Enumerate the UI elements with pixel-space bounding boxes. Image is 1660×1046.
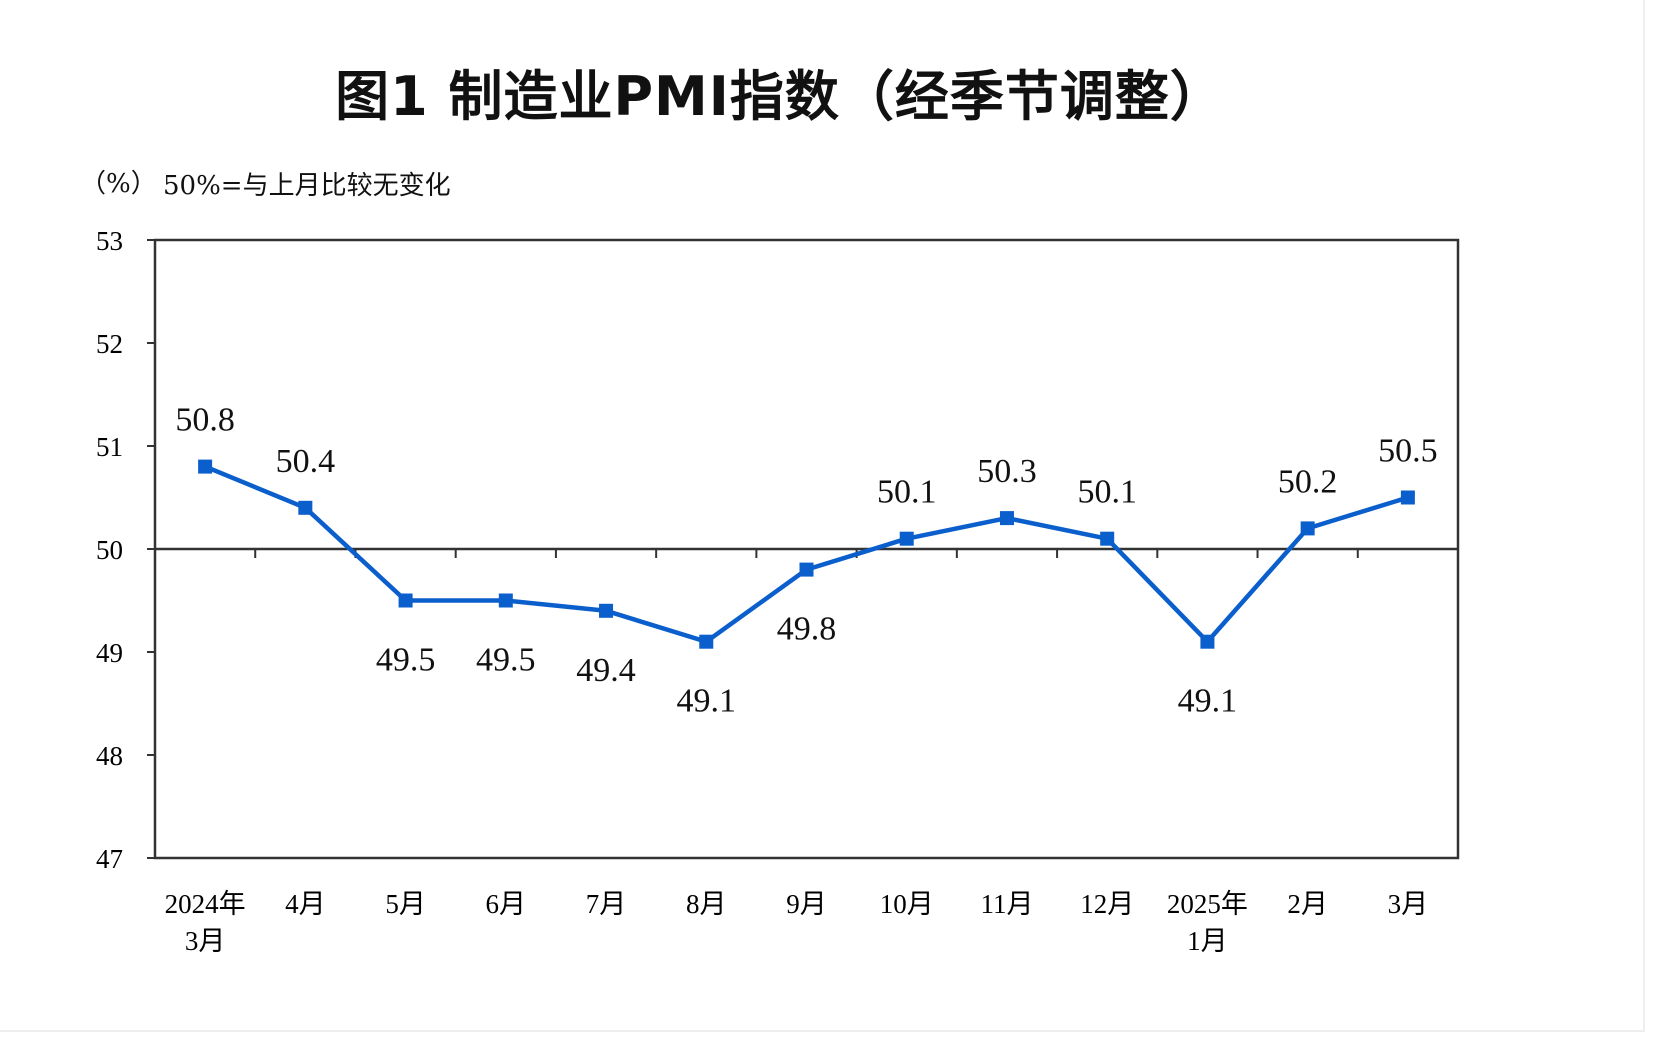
reference-note: 50%=与上月比较无变化 xyxy=(163,171,451,201)
data-point xyxy=(999,511,1014,526)
x-tick-label: 2月 xyxy=(1287,889,1328,919)
data-point xyxy=(498,593,513,608)
data-label: 50.2 xyxy=(1278,463,1338,500)
x-tick-label: 10月 xyxy=(880,889,934,919)
data-label: 49.8 xyxy=(777,611,837,648)
data-label: 50.1 xyxy=(1077,474,1137,511)
data-label: 49.1 xyxy=(1178,683,1238,720)
x-tick-label: 2024年 xyxy=(165,889,246,919)
y-tick-label: 49 xyxy=(96,638,123,668)
y-tick-label: 48 xyxy=(96,741,123,771)
data-point xyxy=(398,593,413,608)
x-tick-label: 12月 xyxy=(1080,889,1134,919)
data-label: 50.5 xyxy=(1378,433,1438,470)
x-tick-label: 5月 xyxy=(385,889,426,919)
data-point xyxy=(1100,531,1115,546)
data-point xyxy=(899,531,914,546)
data-point xyxy=(599,603,614,618)
x-tick-label: 11月 xyxy=(980,889,1033,919)
x-tick-label: 3月 xyxy=(185,926,226,956)
chart-title: 图1 制造业PMI指数（经季节调整） xyxy=(335,65,1225,128)
data-label: 49.5 xyxy=(476,642,536,679)
data-point xyxy=(1400,490,1415,505)
data-point xyxy=(298,500,313,515)
data-label: 50.3 xyxy=(977,453,1037,490)
x-tick-label: 8月 xyxy=(686,889,727,919)
data-label: 50.1 xyxy=(877,474,937,511)
y-tick-label: 47 xyxy=(96,844,123,874)
y-tick-label: 51 xyxy=(96,432,123,462)
x-tick-label: 3月 xyxy=(1388,889,1429,919)
x-tick-label: 4月 xyxy=(285,889,326,919)
data-point xyxy=(799,562,814,577)
y-tick-label: 53 xyxy=(96,226,123,256)
y-tick-label: 52 xyxy=(96,329,123,359)
data-point xyxy=(198,459,213,474)
data-label: 50.8 xyxy=(175,402,235,439)
data-point xyxy=(1300,521,1315,536)
data-point xyxy=(699,634,714,649)
data-label: 49.5 xyxy=(376,642,436,679)
x-tick-label: 7月 xyxy=(586,889,627,919)
data-label: 49.1 xyxy=(677,683,737,720)
x-tick-label: 2025年 xyxy=(1167,889,1248,919)
y-axis-unit: （%） xyxy=(80,169,157,199)
data-label: 49.4 xyxy=(576,652,636,689)
x-tick-label: 9月 xyxy=(786,889,827,919)
x-tick-label: 1月 xyxy=(1187,926,1228,956)
data-label: 50.4 xyxy=(276,443,336,480)
x-tick-label: 6月 xyxy=(486,889,527,919)
y-tick-label: 50 xyxy=(96,535,123,565)
data-point xyxy=(1200,634,1215,649)
chart-frame xyxy=(0,0,1645,1032)
